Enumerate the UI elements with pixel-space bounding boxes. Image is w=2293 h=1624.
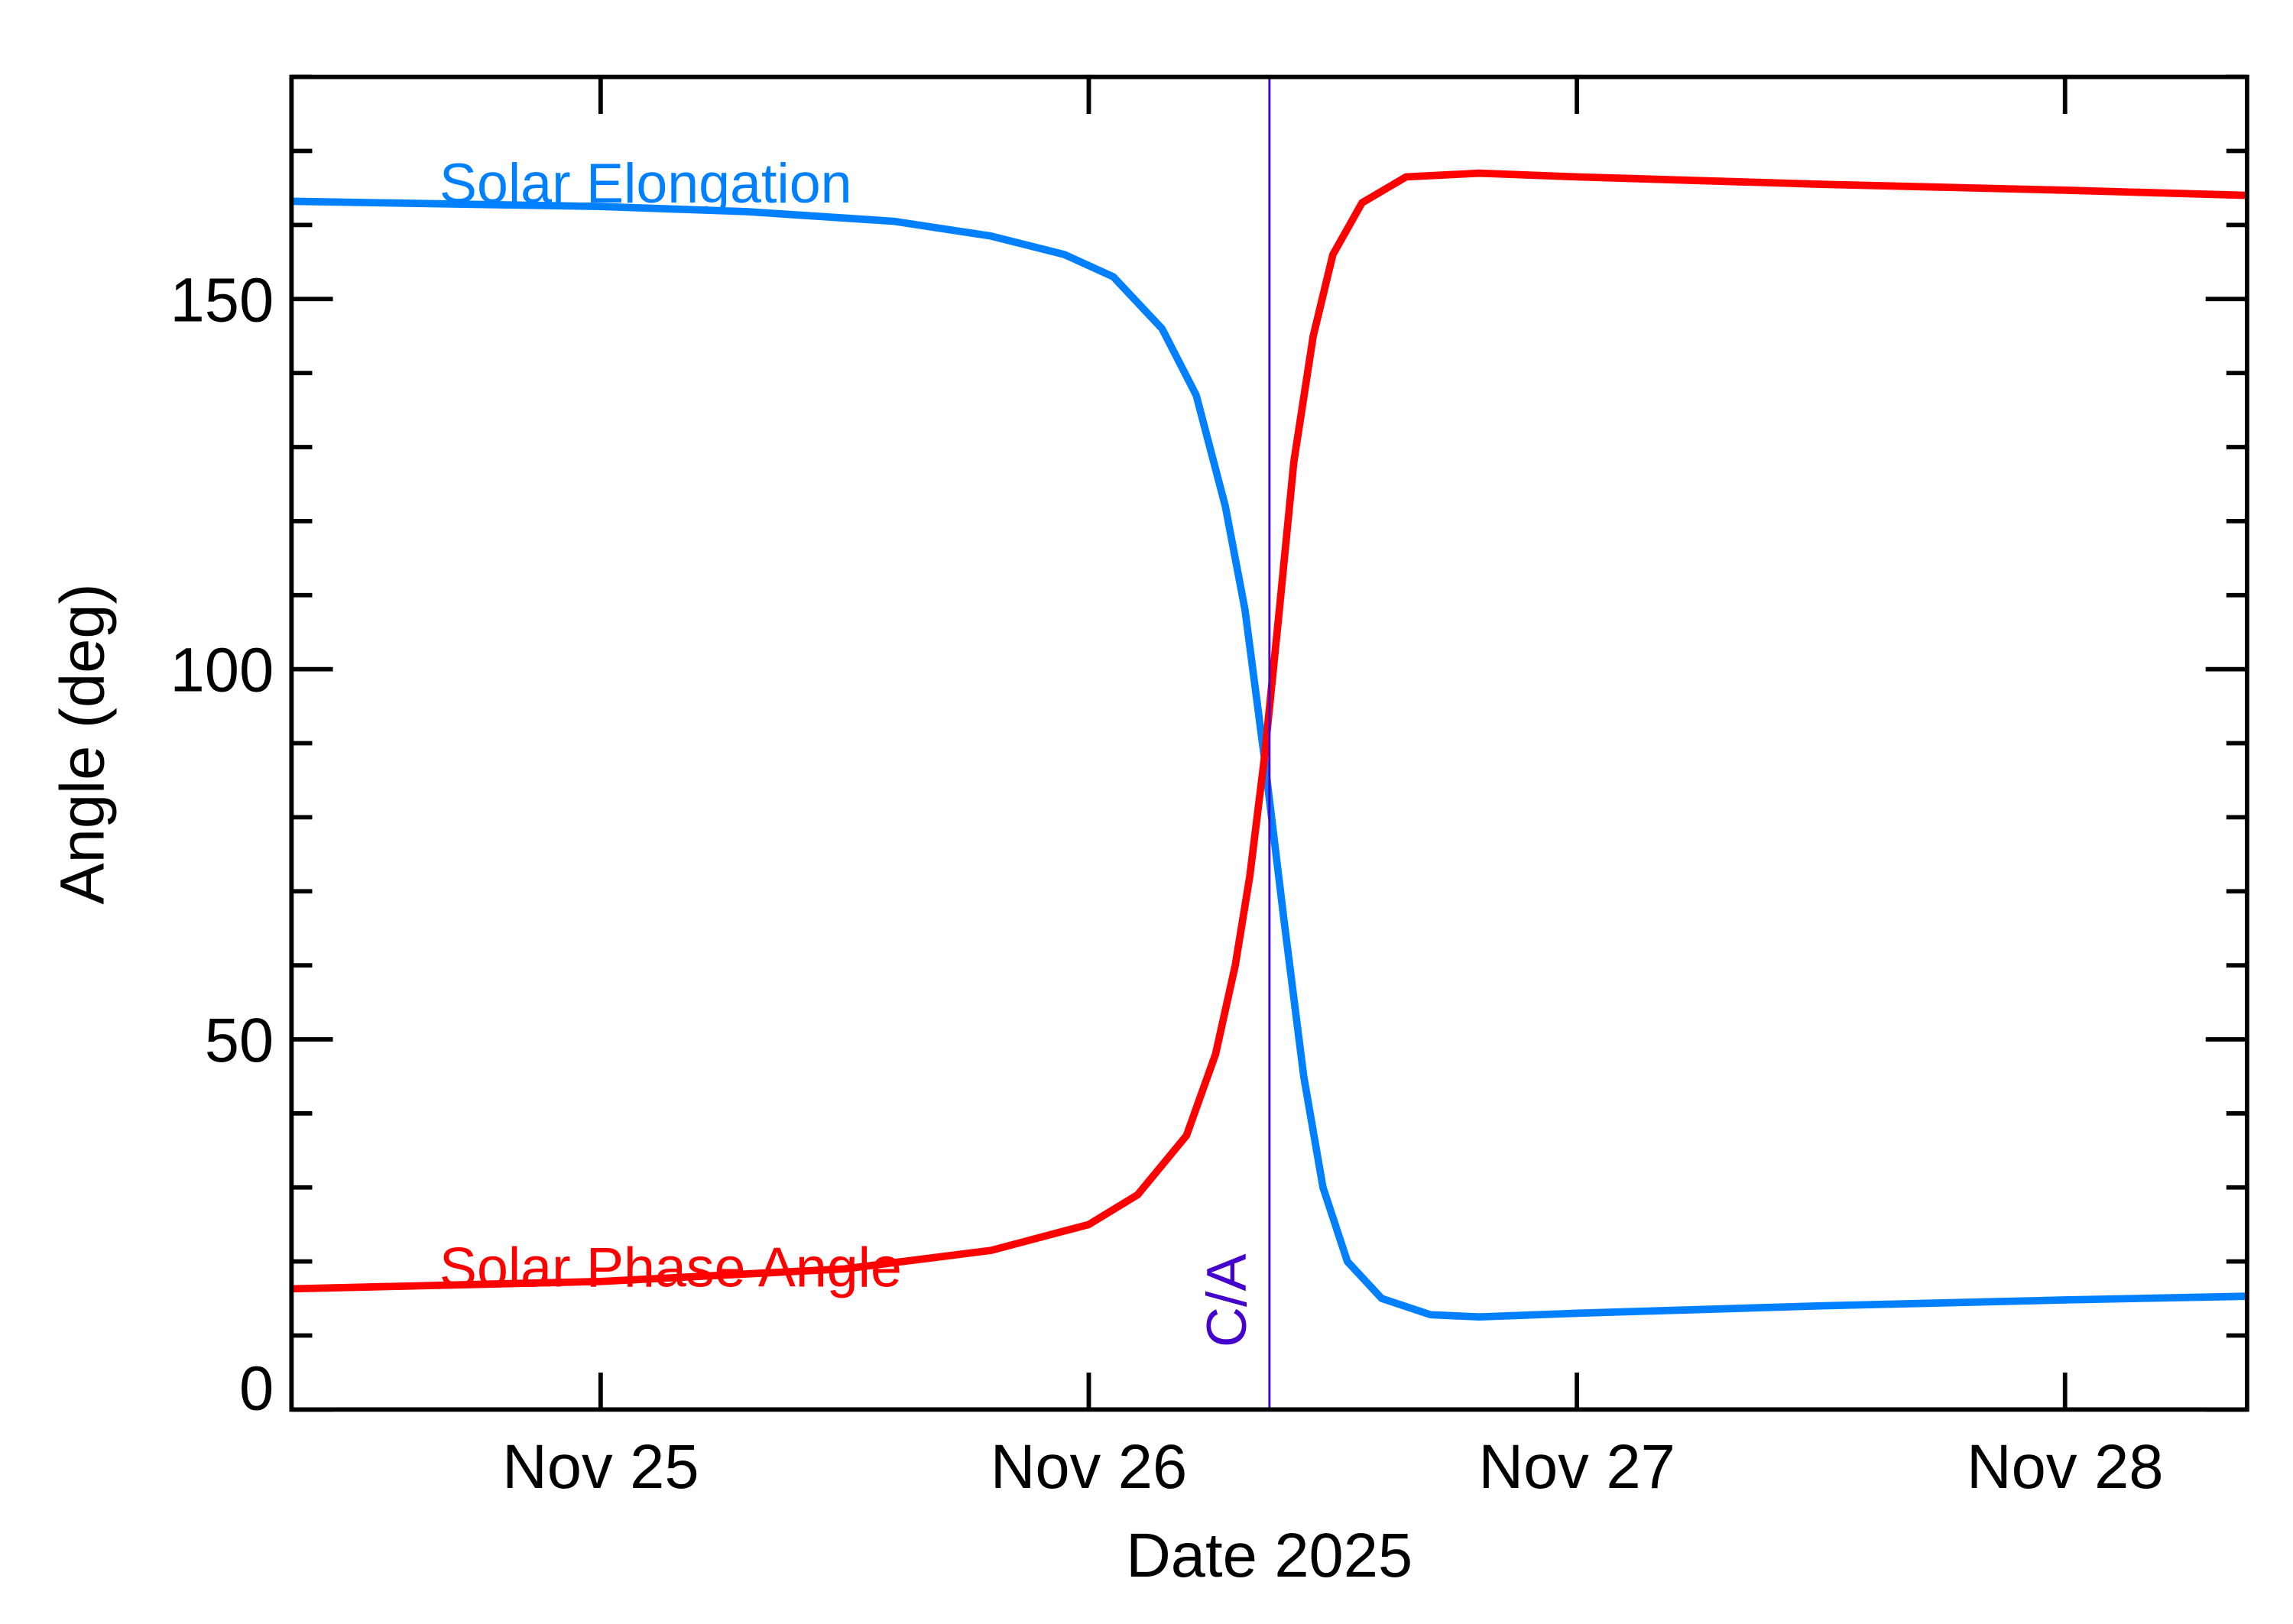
series-line-solar-phase-angle bbox=[291, 169, 2248, 1293]
x-tick-label: Nov 27 bbox=[1478, 1432, 1675, 1502]
x-tick-label: Nov 25 bbox=[502, 1432, 699, 1502]
x-axis-label: Date 2025 bbox=[1126, 1521, 1412, 1590]
y-tick-label: 100 bbox=[170, 636, 274, 705]
y-axis-label: Angle (deg) bbox=[48, 583, 118, 904]
y-tick-label: 0 bbox=[239, 1353, 274, 1423]
closest-approach-marker: C/A bbox=[1195, 76, 1271, 1410]
y-tick-label: 50 bbox=[205, 1006, 274, 1075]
x-tick-label: Nov 28 bbox=[1967, 1432, 2164, 1502]
curves bbox=[291, 169, 2248, 1321]
series-label-solar-phase-angle: Solar Phase Angle bbox=[439, 1236, 902, 1299]
ca-label: C/A bbox=[1195, 1254, 1258, 1348]
series-label-solar-elongation: Solar Elongation bbox=[439, 151, 852, 215]
y-tick-label: 150 bbox=[170, 265, 274, 335]
x-tick-label: Nov 26 bbox=[991, 1432, 1187, 1502]
axis-ticks: Nov 25 Nov 26 Nov 27 Nov 28 0 50 100 150 bbox=[170, 74, 2247, 1502]
